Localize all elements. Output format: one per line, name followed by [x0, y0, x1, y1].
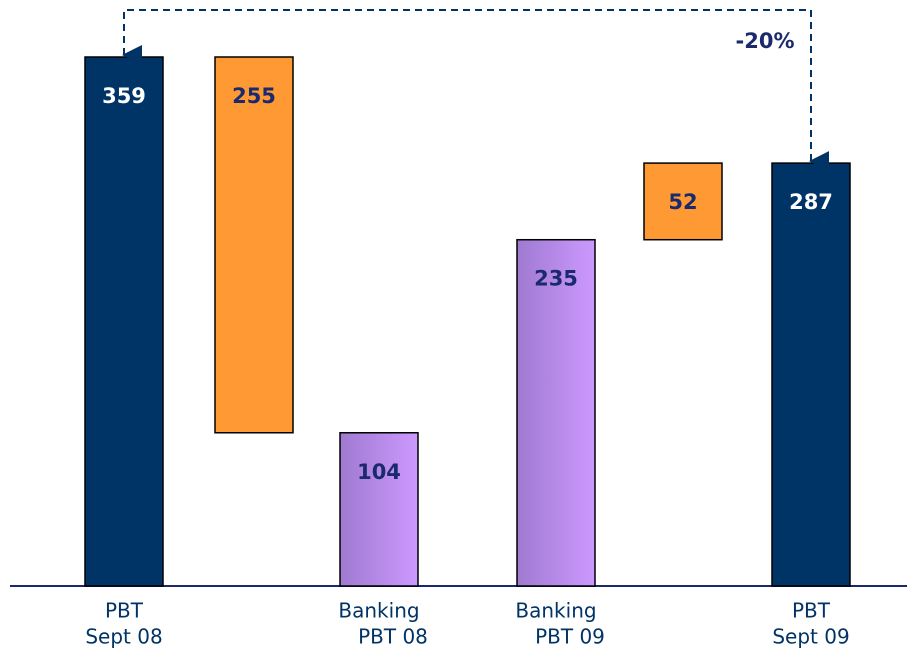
- value-label: 255: [232, 84, 276, 108]
- annotation-arrow: [122, 9, 829, 172]
- value-label: 52: [668, 190, 697, 214]
- x-tick-label: PBT: [105, 599, 144, 623]
- bar: [84, 56, 164, 587]
- annotation: -20%: [736, 29, 795, 53]
- value-label: 235: [534, 267, 578, 291]
- x-tick-label: Banking: [515, 599, 596, 623]
- bar: [516, 238, 596, 587]
- bar: [771, 162, 851, 587]
- x-tick-label: Banking: [338, 599, 419, 623]
- x-tick-label: Sept 08: [85, 625, 162, 649]
- value-label: 359: [102, 84, 146, 108]
- bar: [339, 432, 419, 587]
- x-tick-label: Sept 09: [772, 625, 849, 649]
- x-tick-label: PBT: [792, 599, 831, 623]
- value-label: 104: [357, 460, 401, 484]
- value-label: 287: [789, 190, 833, 214]
- x-tick-label: PBT 08: [358, 625, 428, 649]
- bar: [643, 162, 723, 241]
- x-tick-label: PBT 09: [535, 625, 605, 649]
- bar: [214, 56, 294, 434]
